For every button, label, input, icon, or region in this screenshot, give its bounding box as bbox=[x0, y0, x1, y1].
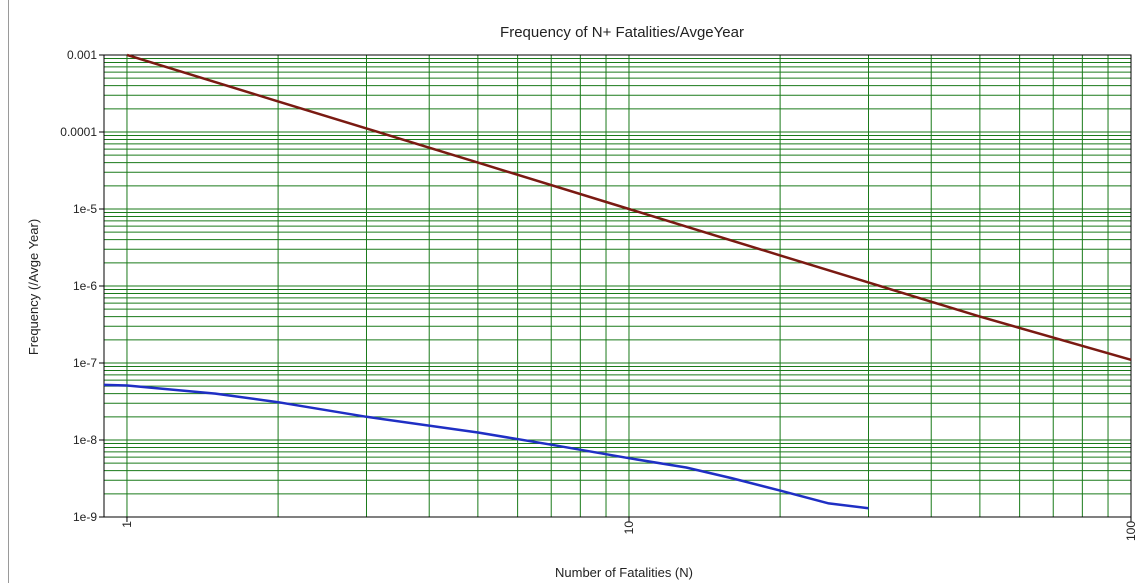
x-tick-label: 10 bbox=[622, 521, 636, 535]
x-axis-label: Number of Fatalities (N) bbox=[555, 565, 693, 580]
y-tick-label: 1e-5 bbox=[73, 202, 97, 216]
y-tick-label: 0.0001 bbox=[60, 125, 97, 139]
series-line bbox=[126, 53, 1132, 362]
series-layer bbox=[103, 53, 1132, 510]
y-axis-label: Frequency (/Avge Year) bbox=[26, 219, 41, 355]
y-tick-label: 0.001 bbox=[67, 48, 97, 62]
x-tick-label: 1 bbox=[120, 521, 134, 528]
y-tick-label: 1e-8 bbox=[73, 433, 97, 447]
y-axis-tick-labels: 0.001 0.0001 1e-5 1e-6 1e-7 1e-8 1e-9 bbox=[60, 48, 104, 524]
y-tick-label: 1e-7 bbox=[73, 356, 97, 370]
y-tick-label: 1e-9 bbox=[73, 510, 97, 524]
series-line bbox=[103, 383, 869, 510]
x-tick-label: 100 bbox=[1124, 521, 1138, 541]
y-tick-label: 1e-6 bbox=[73, 279, 97, 293]
x-axis-tick-labels: 1 10 100 bbox=[120, 517, 1138, 541]
chart-title: Frequency of N+ Fatalities/AvgeYear bbox=[500, 24, 744, 41]
window-left-border bbox=[8, 0, 9, 583]
